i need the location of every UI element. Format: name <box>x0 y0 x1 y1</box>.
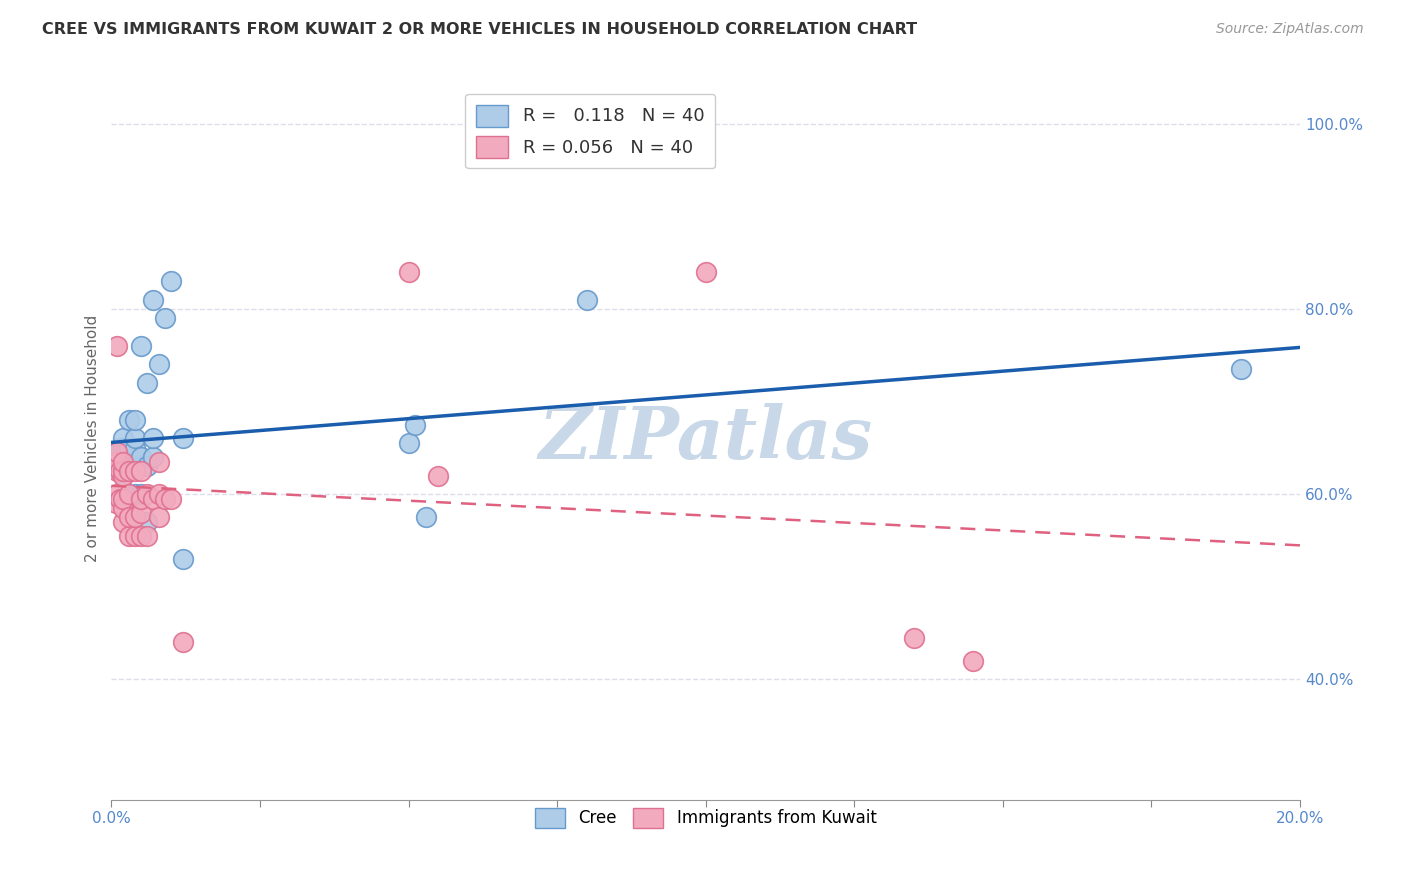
Point <box>136 459 159 474</box>
Point <box>118 529 141 543</box>
Point <box>575 293 598 307</box>
Point <box>112 468 135 483</box>
Point <box>129 450 152 464</box>
Point <box>398 436 420 450</box>
Point <box>118 487 141 501</box>
Point <box>153 311 176 326</box>
Point <box>172 432 194 446</box>
Point <box>124 459 146 474</box>
Point <box>427 468 450 483</box>
Point <box>112 441 135 455</box>
Text: ZIPatlas: ZIPatlas <box>538 403 873 474</box>
Point <box>118 464 141 478</box>
Point <box>415 510 437 524</box>
Point <box>112 455 135 469</box>
Point <box>112 491 135 506</box>
Point <box>112 515 135 529</box>
Point <box>160 491 183 506</box>
Point <box>142 491 165 506</box>
Point <box>124 487 146 501</box>
Point <box>112 500 135 515</box>
Point <box>962 654 984 668</box>
Point <box>118 510 141 524</box>
Point <box>172 635 194 649</box>
Point <box>153 491 176 506</box>
Point <box>136 487 159 501</box>
Point <box>115 459 138 474</box>
Point <box>118 441 141 455</box>
Point <box>110 459 132 474</box>
Point <box>129 529 152 543</box>
Point <box>112 464 135 478</box>
Point <box>148 455 170 469</box>
Point <box>112 432 135 446</box>
Point <box>124 432 146 446</box>
Point <box>118 413 141 427</box>
Point <box>103 459 125 474</box>
Text: CREE VS IMMIGRANTS FROM KUWAIT 2 OR MORE VEHICLES IN HOUSEHOLD CORRELATION CHART: CREE VS IMMIGRANTS FROM KUWAIT 2 OR MORE… <box>42 22 917 37</box>
Point <box>398 265 420 279</box>
Point <box>110 441 132 455</box>
Point <box>136 515 159 529</box>
Point <box>142 432 165 446</box>
Point <box>110 491 132 506</box>
Point <box>129 339 152 353</box>
Point <box>105 445 128 459</box>
Point <box>148 487 170 501</box>
Point <box>129 487 152 501</box>
Point <box>142 293 165 307</box>
Point <box>118 445 141 459</box>
Point <box>172 551 194 566</box>
Legend: Cree, Immigrants from Kuwait: Cree, Immigrants from Kuwait <box>529 801 883 835</box>
Point <box>105 487 128 501</box>
Text: Source: ZipAtlas.com: Source: ZipAtlas.com <box>1216 22 1364 37</box>
Point <box>148 358 170 372</box>
Point <box>118 459 141 474</box>
Point <box>105 464 128 478</box>
Point <box>136 529 159 543</box>
Point <box>118 455 141 469</box>
Point <box>105 445 128 459</box>
Point <box>110 464 132 478</box>
Point <box>404 417 426 432</box>
Point <box>129 506 152 520</box>
Point <box>1229 362 1251 376</box>
Point <box>115 445 138 459</box>
Point <box>124 441 146 455</box>
Point <box>142 450 165 464</box>
Point <box>105 455 128 469</box>
Point <box>148 510 170 524</box>
Point <box>112 468 135 483</box>
Point <box>105 445 128 459</box>
Point <box>160 274 183 288</box>
Point <box>124 529 146 543</box>
Point <box>105 339 128 353</box>
Point <box>112 455 135 469</box>
Point <box>121 459 143 474</box>
Point <box>124 510 146 524</box>
Point <box>695 265 717 279</box>
Point <box>129 464 152 478</box>
Point <box>124 464 146 478</box>
Point <box>903 631 925 645</box>
Y-axis label: 2 or more Vehicles in Household: 2 or more Vehicles in Household <box>86 315 100 562</box>
Point <box>136 376 159 390</box>
Point <box>129 491 152 506</box>
Point <box>124 413 146 427</box>
Point <box>105 496 128 510</box>
